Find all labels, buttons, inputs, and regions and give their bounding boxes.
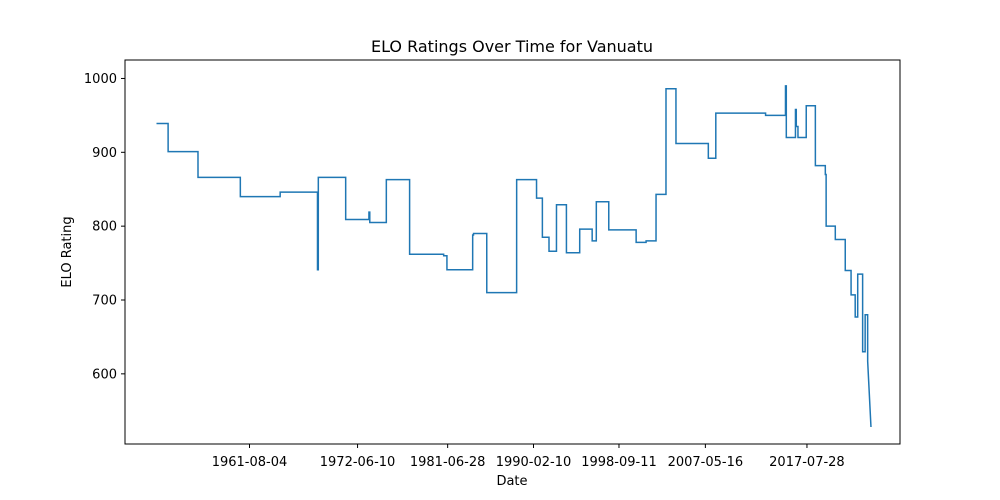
x-tick-label: 1972-06-10	[320, 455, 396, 470]
x-tick-label: 1981-06-28	[410, 455, 486, 470]
y-tick-label: 600	[92, 367, 117, 382]
x-axis-title: Date	[496, 474, 527, 489]
x-tick-label: 2007-05-16	[668, 455, 744, 470]
y-tick-label: 900	[92, 146, 117, 161]
x-tick-label: 1998-09-11	[581, 455, 657, 470]
y-axis-title: ELO Rating	[60, 216, 75, 287]
x-tick-label: 1961-08-04	[212, 455, 288, 470]
y-tick-label: 1000	[84, 72, 117, 87]
y-tick-label: 800	[92, 220, 117, 235]
y-axis: 600 700 800 900 1000	[84, 72, 125, 382]
x-tick-label: 2017-07-28	[769, 455, 845, 470]
plot-frame	[124, 59, 901, 445]
chart-title: ELO Ratings Over Time for Vanuatu	[371, 37, 653, 56]
y-tick-label: 700	[92, 294, 117, 309]
x-axis: 1961-08-04 1972-06-10 1981-06-28 1990-02-10…	[212, 444, 845, 470]
x-tick-label: 1990-02-10	[496, 455, 572, 470]
series-line-vanuatu	[156, 85, 872, 428]
